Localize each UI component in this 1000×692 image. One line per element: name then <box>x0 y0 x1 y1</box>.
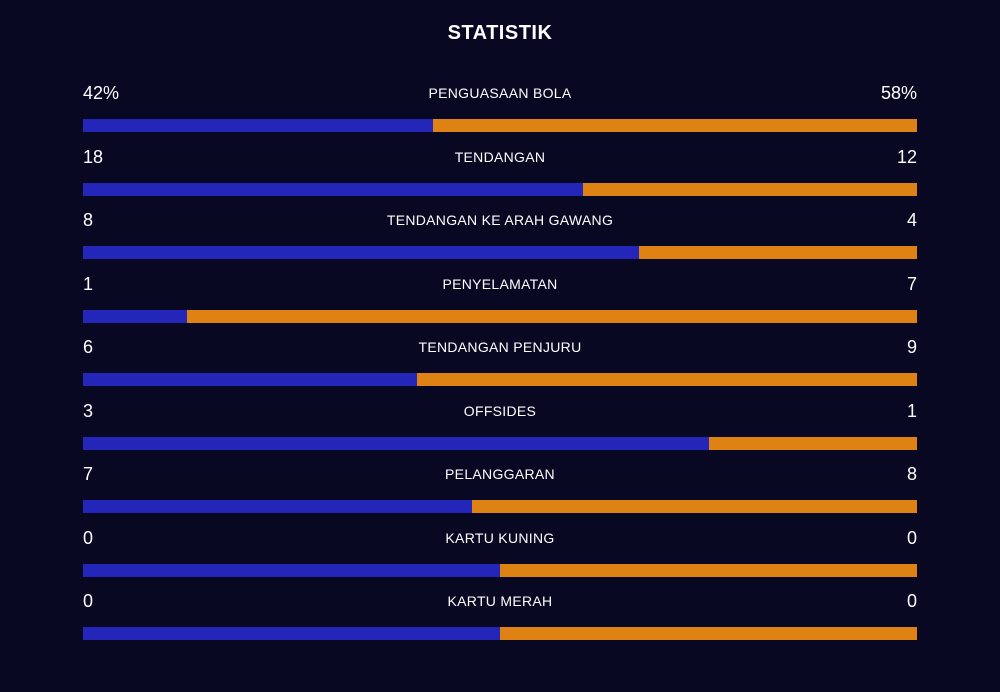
comparison-bar <box>83 563 917 577</box>
stat-label: TENDANGAN PENJURU <box>418 339 582 355</box>
home-bar-segment <box>83 436 709 450</box>
home-bar-segment <box>83 119 434 132</box>
home-value: 3 <box>83 400 94 421</box>
stats-list: 42% PENGUASAAN BOLA 58% 18 TENDANGAN 12 … <box>83 80 917 652</box>
away-bar-segment <box>583 182 917 196</box>
stat-label: TENDANGAN <box>454 148 546 165</box>
home-value: 42% <box>83 83 120 103</box>
comparison-bar <box>83 182 917 196</box>
comparison-bar <box>83 246 917 259</box>
away-bar-segment <box>500 627 917 640</box>
away-value: 0 <box>906 527 917 548</box>
stat-label: PELANGGARAN <box>445 466 555 482</box>
away-value: 1 <box>906 400 917 421</box>
stat-row-shots-on-target: 8 TENDANGAN KE ARAH GAWANG 4 <box>83 207 917 271</box>
stat-label: PENYELAMATAN <box>442 275 558 292</box>
stat-row-yellow-cards: 0 KARTU KUNING 0 <box>83 525 917 589</box>
stat-label: PENGUASAAN BOLA <box>428 85 572 101</box>
away-bar-segment <box>416 373 917 386</box>
home-bar-segment <box>83 309 188 323</box>
stat-label: KARTU MERAH <box>447 593 553 609</box>
away-value: 0 <box>906 591 917 611</box>
home-value: 6 <box>83 337 94 357</box>
stat-row-ball-possession: 42% PENGUASAAN BOLA 58% <box>83 80 917 144</box>
home-value: 1 <box>83 273 94 294</box>
stat-header: 3 OFFSIDES 1 <box>83 398 917 424</box>
home-bar-segment <box>83 563 500 577</box>
away-bar-segment <box>639 246 917 259</box>
home-bar-segment <box>83 246 640 259</box>
stat-row-offsides: 3 OFFSIDES 1 <box>83 398 917 462</box>
away-value: 9 <box>906 337 917 357</box>
away-bar-segment <box>472 500 917 513</box>
away-bar-segment <box>187 309 917 323</box>
stat-header: 0 KARTU MERAH 0 <box>83 588 917 614</box>
home-value: 0 <box>83 527 94 548</box>
away-value: 12 <box>896 146 917 167</box>
comparison-bar <box>83 627 917 640</box>
comparison-bar <box>83 309 917 323</box>
stat-label: OFFSIDES <box>463 402 537 419</box>
away-bar-segment <box>708 436 917 450</box>
comparison-bar <box>83 119 917 132</box>
away-value: 58% <box>880 83 917 103</box>
stats-title: STATISTIK <box>447 22 553 44</box>
home-value: 0 <box>83 591 94 611</box>
home-bar-segment <box>83 500 473 513</box>
stat-label: KARTU KUNING <box>445 529 555 546</box>
stat-label: TENDANGAN KE ARAH GAWANG <box>386 212 614 228</box>
stat-header: 7 PELANGGARAN 8 <box>83 461 917 487</box>
away-value: 7 <box>906 273 917 294</box>
stat-header: 8 TENDANGAN KE ARAH GAWANG 4 <box>83 207 917 233</box>
away-value: 4 <box>906 210 917 230</box>
stat-header: 18 TENDANGAN 12 <box>83 144 917 170</box>
stat-header: 1 PENYELAMATAN 7 <box>83 271 917 297</box>
comparison-bar <box>83 500 917 513</box>
home-value: 7 <box>83 464 94 484</box>
home-bar-segment <box>83 373 417 386</box>
stat-row-fouls: 7 PELANGGARAN 8 <box>83 461 917 525</box>
stat-header: 6 TENDANGAN PENJURU 9 <box>83 334 917 360</box>
home-value: 18 <box>83 146 104 167</box>
stat-row-shots: 18 TENDANGAN 12 <box>83 144 917 208</box>
stat-header: 42% PENGUASAAN BOLA 58% <box>83 80 917 106</box>
away-bar-segment <box>433 119 917 132</box>
home-bar-segment <box>83 182 584 196</box>
stat-row-red-cards: 0 KARTU MERAH 0 <box>83 588 917 652</box>
away-bar-segment <box>500 563 917 577</box>
home-value: 8 <box>83 210 94 230</box>
home-bar-segment <box>83 627 500 640</box>
away-value: 8 <box>906 464 917 484</box>
stat-header: 0 KARTU KUNING 0 <box>83 525 917 551</box>
stat-row-saves: 1 PENYELAMATAN 7 <box>83 271 917 335</box>
stat-row-corners: 6 TENDANGAN PENJURU 9 <box>83 334 917 398</box>
comparison-bar <box>83 436 917 450</box>
comparison-bar <box>83 373 917 386</box>
